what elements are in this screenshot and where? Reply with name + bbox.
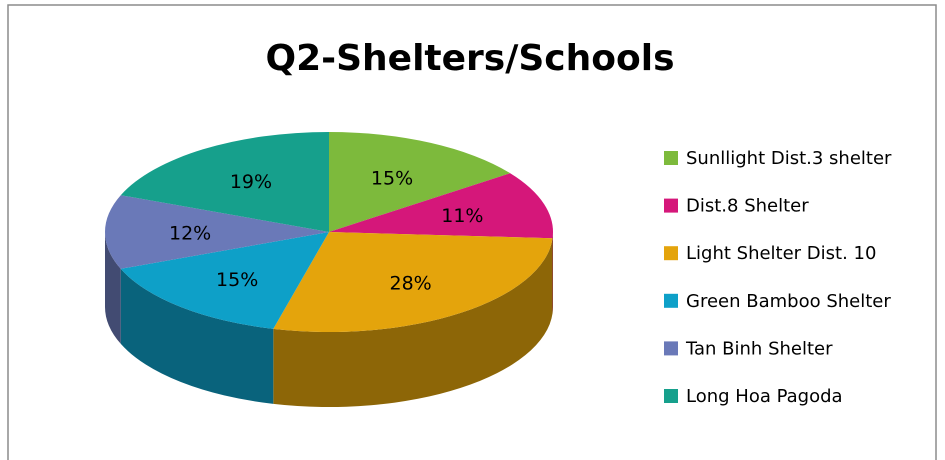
pie-side	[273, 238, 553, 407]
legend-swatch	[664, 246, 678, 261]
chart-title: Q2-Shelters/Schools	[266, 38, 675, 79]
pie-side	[105, 232, 121, 344]
legend-label: Light Shelter Dist. 10	[686, 243, 876, 264]
legend-swatch	[664, 341, 678, 356]
legend-label: Tan Binh Shelter	[685, 338, 833, 359]
data-label: 11%	[441, 205, 483, 227]
data-label: 12%	[169, 223, 211, 245]
legend-swatch	[664, 198, 678, 213]
pie-slice	[273, 232, 553, 332]
legend-swatch	[664, 293, 678, 308]
legend-swatch	[664, 151, 678, 165]
legend-label: Sunllight Dist.3 shelter	[686, 148, 892, 169]
legend-label: Long Hoa Pagoda	[686, 386, 843, 407]
data-label: 15%	[216, 269, 258, 291]
pie-slice	[120, 232, 329, 329]
pie-slice	[105, 195, 330, 269]
data-label: 28%	[390, 273, 432, 295]
pie-slice	[120, 132, 329, 232]
data-label: 19%	[230, 171, 272, 193]
legend-swatch	[664, 389, 678, 403]
legend-label: Dist.8 Shelter	[686, 196, 809, 217]
legend-label: Green Bamboo Shelter	[686, 291, 891, 312]
pie-slice	[329, 173, 553, 239]
pie-side	[120, 268, 274, 404]
data-label: 15%	[371, 167, 413, 189]
pie-slice	[329, 132, 511, 232]
